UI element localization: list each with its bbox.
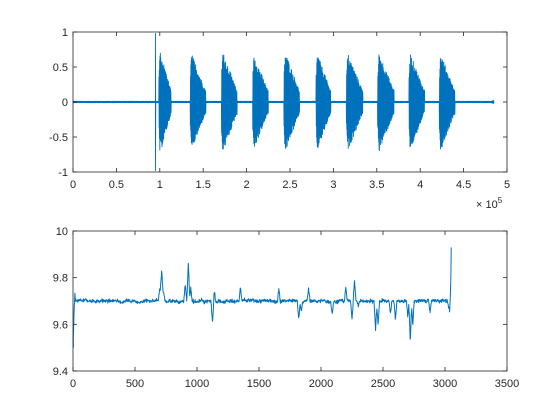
bottom-y-tick-label: 9.8	[53, 273, 68, 285]
bottom-axes-box	[72, 230, 508, 372]
top-x-exponent: × 105	[476, 196, 503, 211]
bottom-x-tick-label: 1000	[185, 378, 209, 390]
bottom-axes: 0 500 1000 1500 2000 2500 3000 3500 9.4 9.6 9.8 10	[53, 226, 520, 390]
bottom-y-tick-label: 9.4	[53, 366, 68, 378]
top-y-tick-label: -1	[58, 167, 68, 179]
bottom-x-tick-label: 3000	[433, 378, 457, 390]
top-y-tick-label: 0.5	[53, 62, 68, 74]
bottom-series-line	[72, 247, 452, 348]
top-x-tick-label: 1	[157, 179, 163, 191]
top-y-tick-label: 1	[62, 27, 68, 39]
top-x-tick-label: 1.5	[196, 179, 211, 191]
top-x-tick-label: 2	[244, 179, 250, 191]
bottom-x-tick-label: 1500	[247, 378, 271, 390]
bottom-x-tick-label: 2000	[309, 378, 333, 390]
bottom-x-tick-label: 0	[70, 378, 76, 390]
top-axes: 0 0.5 1 1.5 2 2.5 3 3.5 4 4.5 5 -1-0.500.51 × 105	[49, 27, 510, 211]
bottom-y-tick-label: 10	[56, 226, 68, 238]
bottom-x-tick-label: 500	[126, 378, 144, 390]
top-x-ticks: 0 0.5 1 1.5 2 2.5 3 3.5 4 4.5 5	[70, 32, 510, 191]
bottom-y-ticks: 9.4 9.6 9.8 10	[53, 226, 507, 378]
bottom-y-tick-label: 9.6	[53, 319, 68, 331]
top-x-tick-label: 3.5	[369, 179, 384, 191]
top-series-line	[72, 32, 495, 172]
top-x-exponent-power: 5	[498, 196, 503, 205]
top-x-tick-label: 0.5	[109, 179, 124, 191]
top-y-tick-label: 0	[62, 97, 68, 109]
top-x-tick-label: 3	[330, 179, 336, 191]
top-x-tick-label: 5	[504, 179, 510, 191]
top-x-tick-label: 2.5	[282, 179, 297, 191]
top-y-tick-label: -0.5	[49, 132, 68, 144]
bottom-x-tick-label: 3500	[495, 378, 519, 390]
top-x-tick-label: 4	[417, 179, 423, 191]
top-y-ticks: -1 -0.5 0 0.5 1	[49, 27, 507, 179]
top-series-path	[72, 32, 495, 172]
bottom-x-tick-label: 2500	[371, 378, 395, 390]
top-x-tick-label: 4.5	[456, 179, 471, 191]
top-x-tick-label: 0	[70, 179, 76, 191]
bottom-x-ticks: 0 500 1000 1500 2000 2500 3000 3500	[70, 231, 519, 390]
bottom-series-path	[72, 247, 452, 348]
top-x-exponent-base: × 10	[476, 199, 498, 211]
